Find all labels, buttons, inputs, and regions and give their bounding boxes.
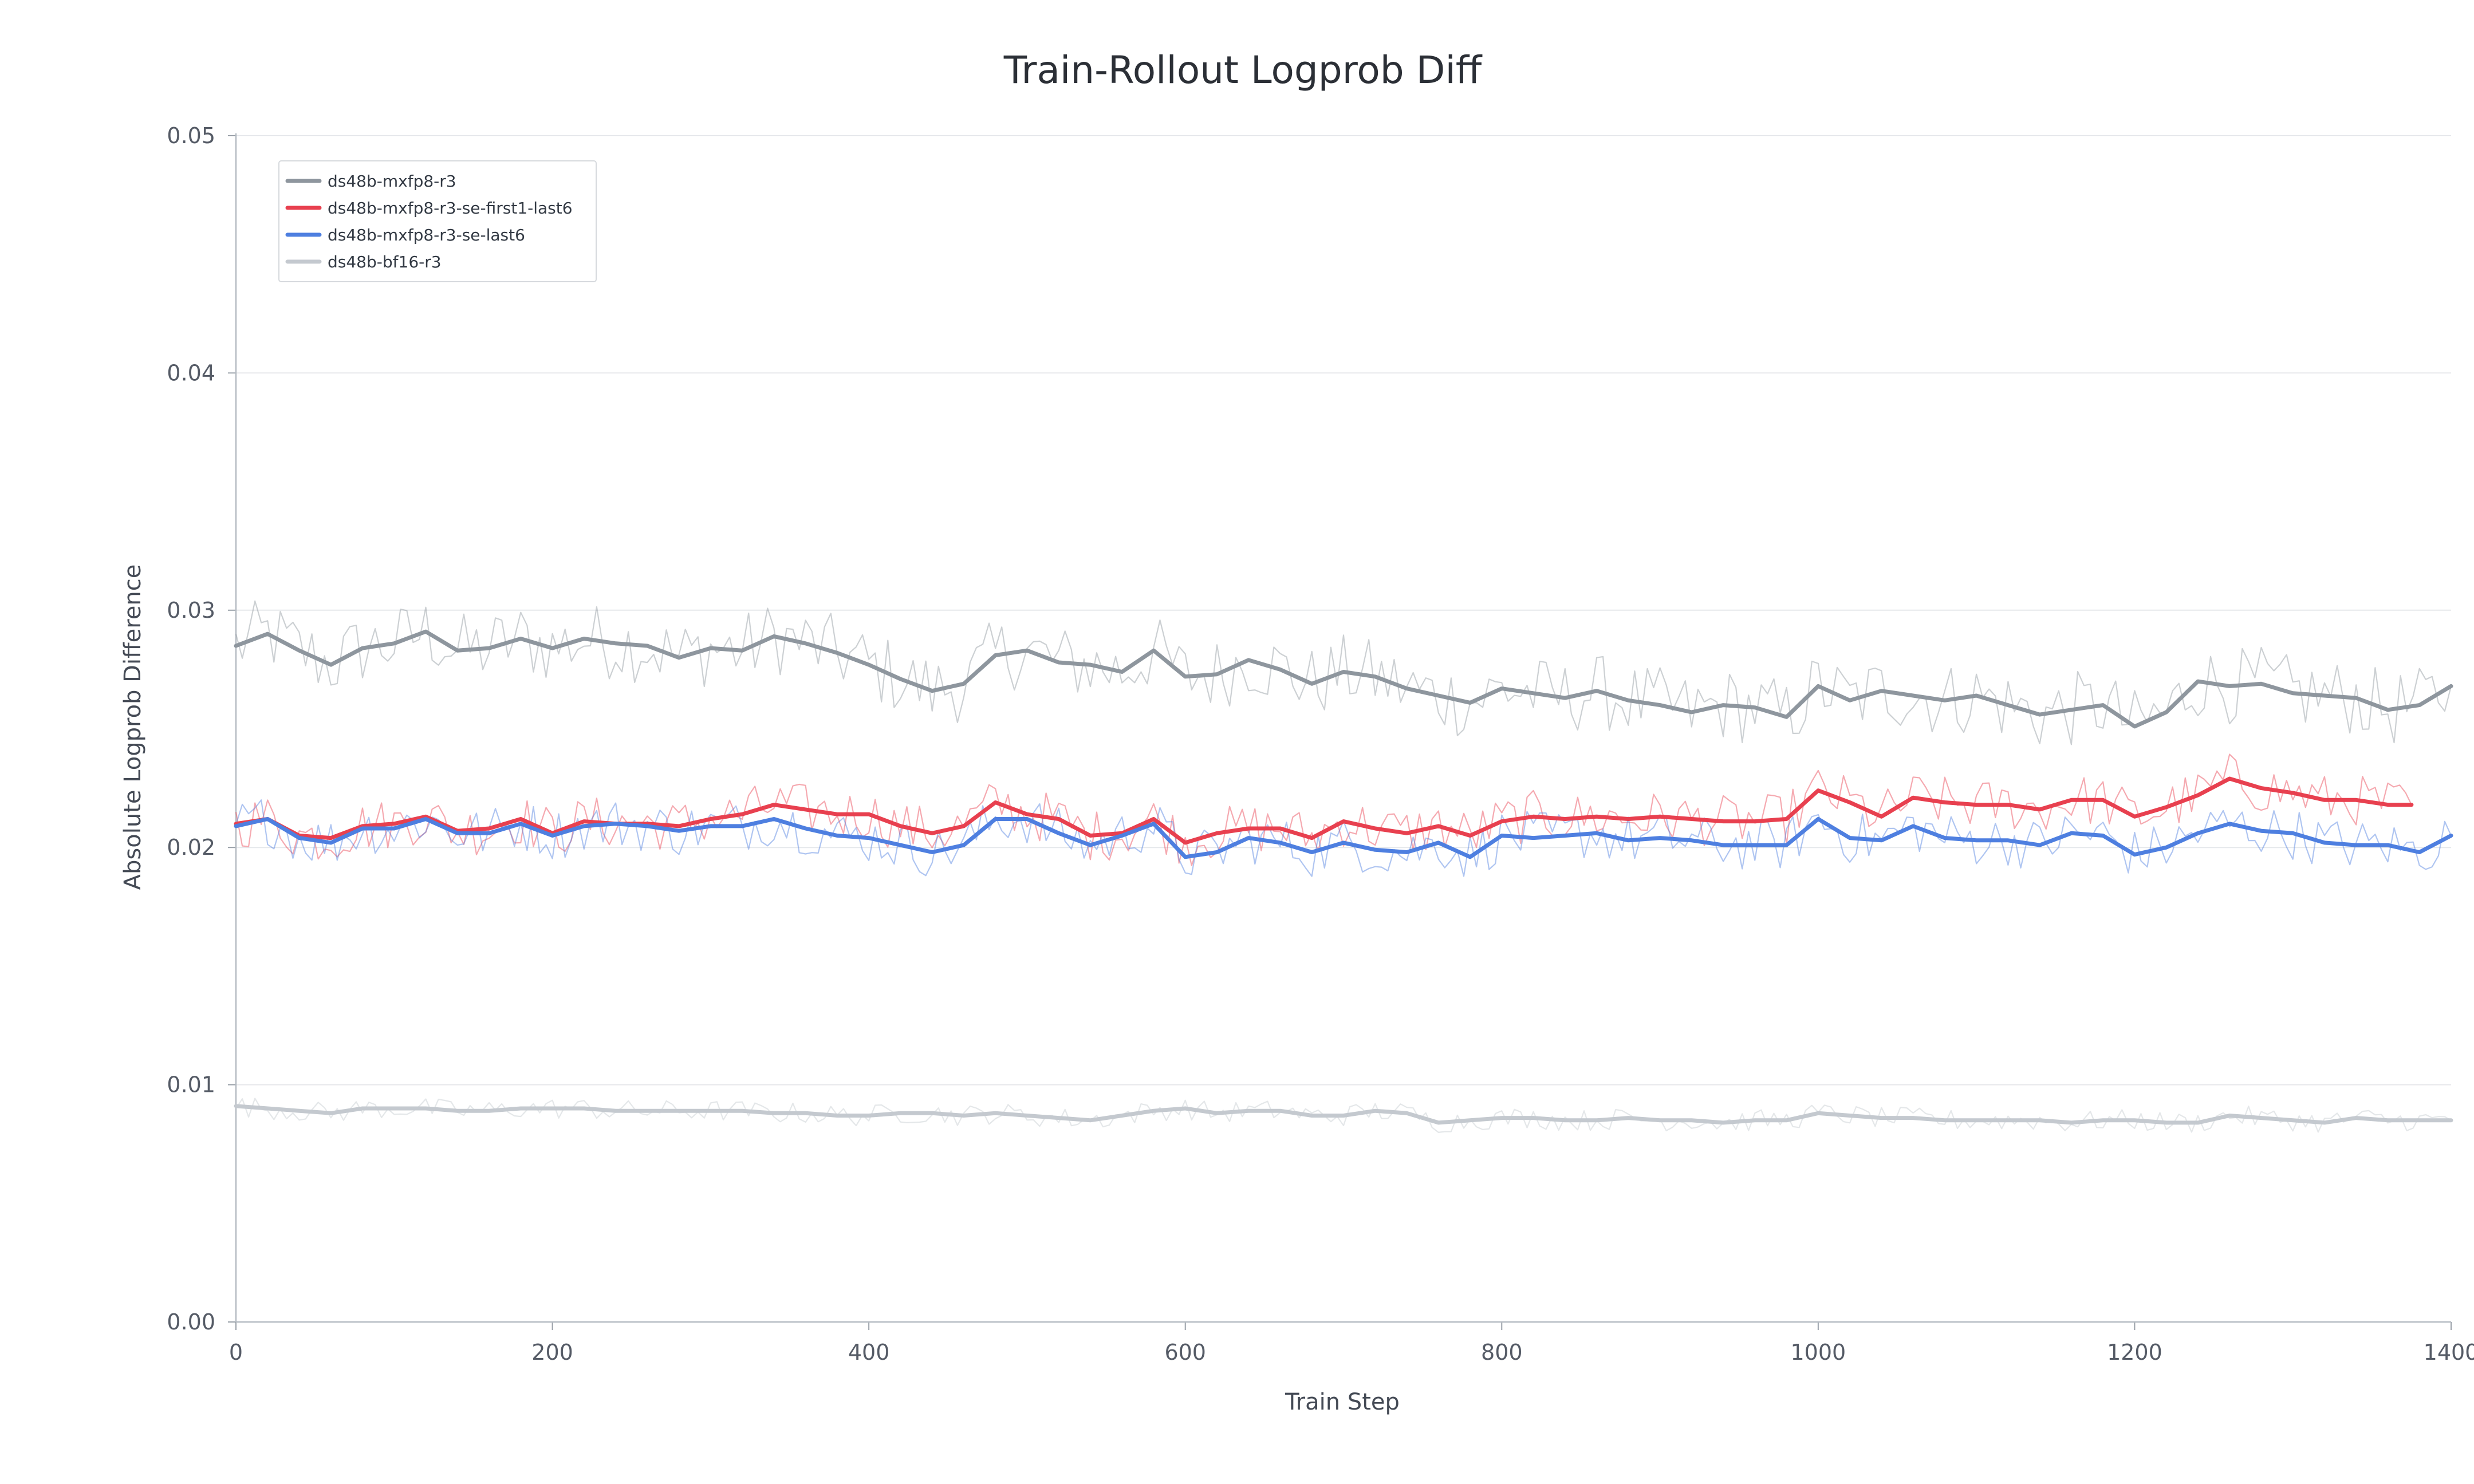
x-axis-title: Train Step — [1285, 1389, 1400, 1415]
y-tick-label: 0.02 — [167, 835, 215, 860]
x-tick-label: 600 — [1164, 1340, 1206, 1365]
x-tick-label: 200 — [531, 1340, 573, 1365]
legend-label: ds48b-mxfp8-r3 — [328, 172, 456, 191]
series-raw-line — [235, 799, 2452, 877]
series-layer — [234, 629, 2453, 1125]
legend-label: ds48b-bf16-r3 — [328, 252, 442, 271]
series-raw-line — [235, 600, 2452, 745]
x-tick-label: 1000 — [1790, 1340, 1846, 1365]
y-tick-label: 0.03 — [167, 598, 215, 623]
y-tick-label: 0.04 — [167, 360, 215, 385]
y-tick-label: 0.00 — [167, 1309, 215, 1335]
series-raw-line — [235, 753, 2412, 866]
chart-title: Train-Rollout Logprob Diff — [1003, 48, 1483, 92]
x-tick-label: 1400 — [2424, 1340, 2474, 1365]
tick-labels: 0.00 0.01 0.02 0.03 0.04 0.05 0 200 400 600 800 100… — [167, 123, 2474, 1365]
y-tick-label: 0.01 — [167, 1072, 215, 1098]
grid-lines — [236, 135, 2451, 1086]
x-tick-label: 800 — [1481, 1340, 1523, 1365]
y-axis-title: Absolute Logprob Difference — [120, 565, 146, 890]
series-line — [234, 817, 2453, 859]
series-line — [234, 1104, 2453, 1125]
legend: ds48b-mxfp8-r3 ds48b-mxfp8-r3-se-first1-l… — [278, 160, 597, 282]
legend-label: ds48b-mxfp8-r3-se-first1-last6 — [328, 199, 573, 218]
legend-label: ds48b-mxfp8-r3-se-last6 — [328, 226, 525, 244]
x-tick-label: 1200 — [2107, 1340, 2162, 1365]
x-tick-label: 400 — [848, 1340, 890, 1365]
raw-series-layer — [235, 600, 2452, 1134]
axes — [228, 133, 2452, 1330]
series-line — [234, 776, 2414, 845]
x-tick-label: 0 — [229, 1340, 243, 1365]
legend-box — [278, 160, 597, 282]
series-line — [234, 629, 2453, 729]
y-tick-label: 0.05 — [167, 123, 215, 148]
